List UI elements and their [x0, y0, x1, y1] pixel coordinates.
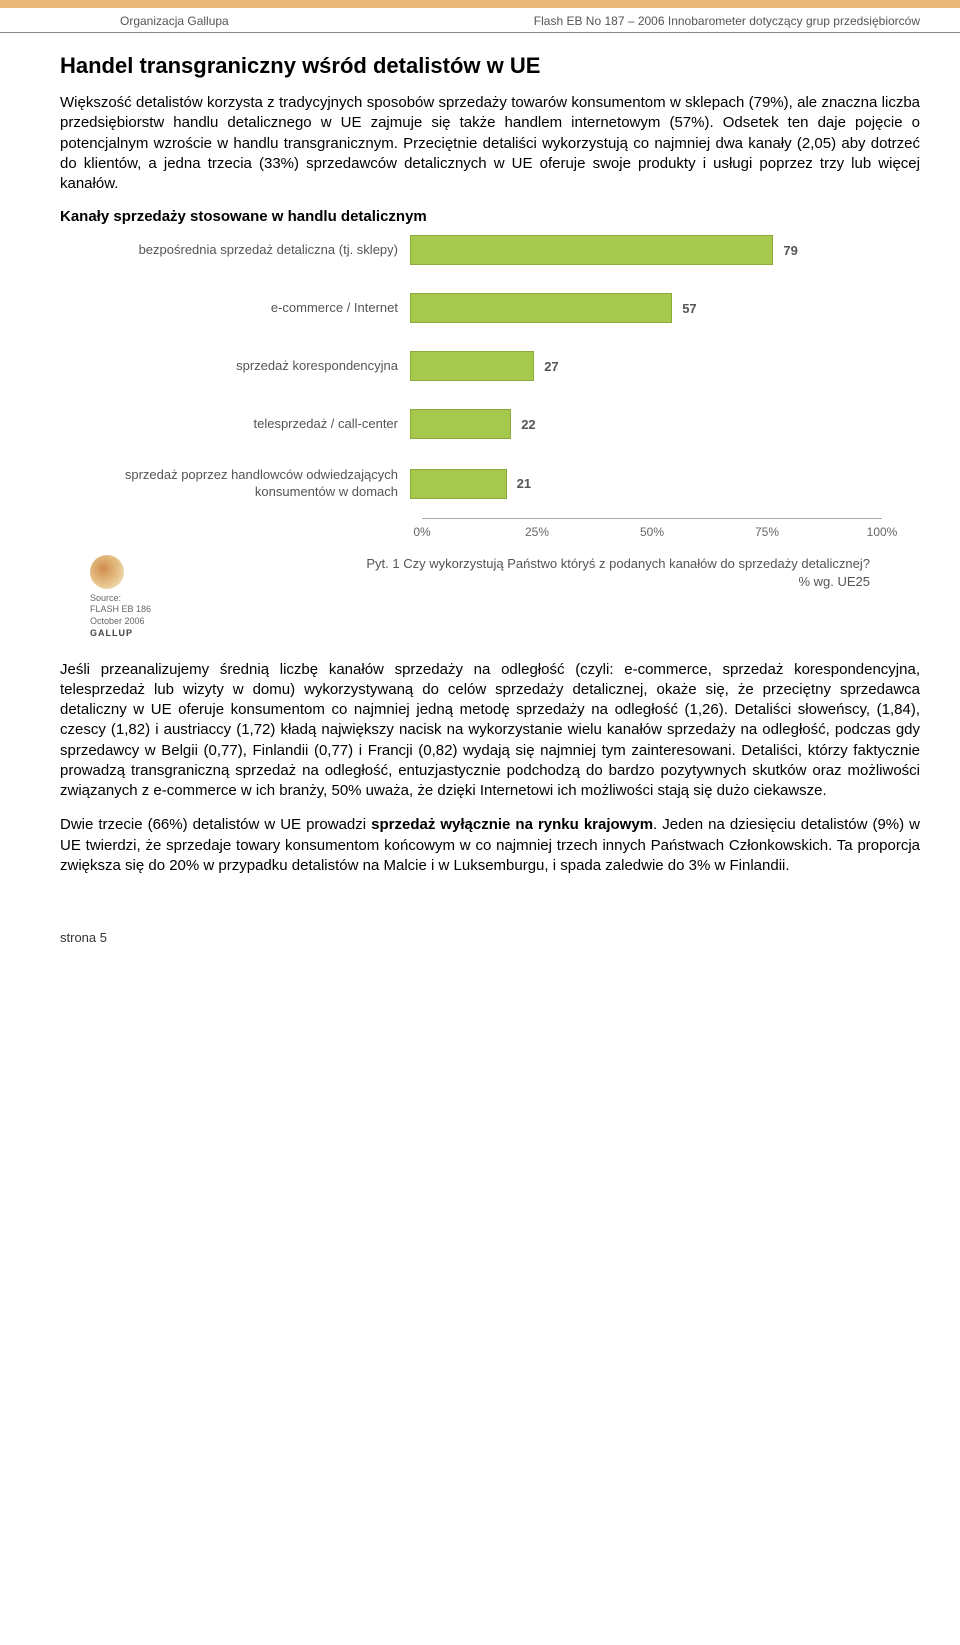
- chart-bar-value: 22: [521, 417, 535, 432]
- header-left: Organizacja Gallupa: [120, 14, 229, 28]
- chart-bar-value: 21: [517, 476, 531, 491]
- chart-bar-value: 79: [783, 243, 797, 258]
- page-footer: strona 5: [0, 890, 960, 965]
- chart-axis-tick: 100%: [867, 525, 898, 539]
- chart-bar-area: 79: [410, 235, 870, 265]
- chart-bar-area: 22: [410, 409, 870, 439]
- chart-question-line1: Pyt. 1 Czy wykorzystują Państwo któryś z…: [366, 556, 870, 571]
- top-accent-bar: [0, 0, 960, 8]
- chart-footer: Source: FLASH EB 186 October 2006 GALLUP…: [80, 555, 900, 640]
- source-line1: Source:: [90, 593, 220, 605]
- chart-bar-label: sprzedaż korespondencyjna: [80, 358, 410, 374]
- paragraph-3-bold: sprzedaż wyłącznie na rynku krajowym: [371, 816, 653, 833]
- chart-bar-label: bezpośrednia sprzedaż detaliczna (tj. sk…: [80, 242, 410, 258]
- chart-heading: Kanały sprzedaży stosowane w handlu deta…: [60, 208, 920, 225]
- chart-bar: [410, 469, 507, 499]
- source-org: GALLUP: [90, 628, 220, 640]
- source-line2: FLASH EB 186: [90, 604, 220, 616]
- bar-chart: bezpośrednia sprzedaż detaliczna (tj. sk…: [60, 235, 920, 639]
- chart-bar-area: 21: [410, 469, 870, 499]
- chart-bar: [410, 235, 773, 265]
- gallup-logo-icon: [90, 555, 124, 589]
- page-title: Handel transgraniczny wśród detalistów w…: [60, 53, 920, 79]
- source-line3: October 2006: [90, 616, 220, 628]
- header-right: Flash EB No 187 – 2006 Innobarometer dot…: [534, 14, 920, 28]
- chart-bar-value: 27: [544, 359, 558, 374]
- chart-bar-label: sprzedaż poprzez handlowców odwiedzający…: [80, 467, 410, 500]
- chart-question: Pyt. 1 Czy wykorzystują Państwo któryś z…: [220, 555, 890, 591]
- chart-bar-label: e-commerce / Internet: [80, 300, 410, 316]
- chart-bar: [410, 351, 534, 381]
- chart-bar-area: 27: [410, 351, 870, 381]
- paragraph-3: Dwie trzecie (66%) detalistów w UE prowa…: [60, 815, 920, 876]
- chart-row: sprzedaż korespondencyjna 27: [80, 351, 900, 381]
- chart-row: e-commerce / Internet 57: [80, 293, 900, 323]
- paragraph-1: Większość detalistów korzysta z tradycyj…: [60, 93, 920, 194]
- chart-axis-tick: 50%: [640, 525, 664, 539]
- chart-row: telesprzedaż / call-center 22: [80, 409, 900, 439]
- chart-bar-label: telesprzedaż / call-center: [80, 416, 410, 432]
- chart-axis-tick: 0%: [413, 525, 430, 539]
- chart-row: bezpośrednia sprzedaż detaliczna (tj. sk…: [80, 235, 900, 265]
- chart-bar: [410, 293, 672, 323]
- chart-axis-tick: 25%: [525, 525, 549, 539]
- page-header: Organizacja Gallupa Flash EB No 187 – 20…: [0, 8, 960, 33]
- chart-row: sprzedaż poprzez handlowców odwiedzający…: [80, 467, 900, 500]
- chart-x-axis: 0%25%50%75%100%: [422, 518, 882, 525]
- chart-bar-area: 57: [410, 293, 870, 323]
- chart-question-line2: % wg. UE25: [798, 574, 870, 589]
- chart-bar: [410, 409, 511, 439]
- paragraph-3-pre: Dwie trzecie (66%) detalistów w UE prowa…: [60, 816, 371, 833]
- chart-source-block: Source: FLASH EB 186 October 2006 GALLUP: [90, 555, 220, 640]
- paragraph-2: Jeśli przeanalizujemy średnią liczbę kan…: [60, 660, 920, 802]
- chart-bar-value: 57: [682, 301, 696, 316]
- chart-axis-tick: 75%: [755, 525, 779, 539]
- main-content: Handel transgraniczny wśród detalistów w…: [0, 53, 960, 876]
